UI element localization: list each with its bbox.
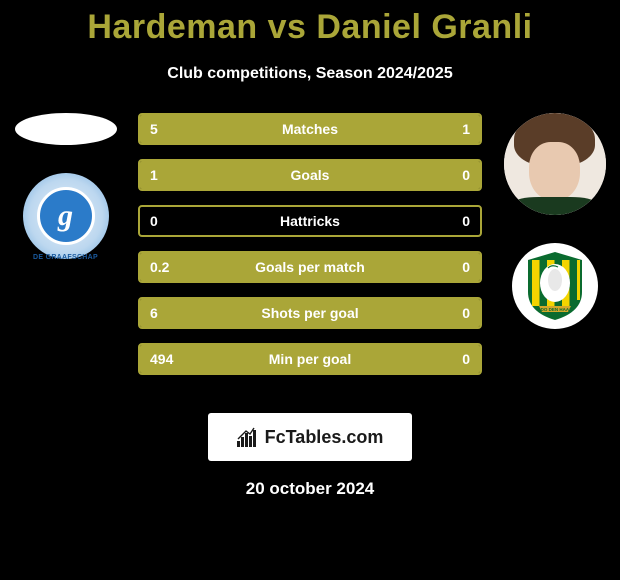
ado-shield-icon: ADO DEN HAAG — [524, 250, 586, 322]
stat-right-value: 1 — [462, 121, 470, 137]
stat-row: 5 Matches 1 — [138, 113, 482, 145]
right-club-logo: ADO DEN HAAG — [512, 243, 598, 329]
content-area: g DE GRAAFSCHAP — [0, 113, 620, 393]
svg-text:ADO DEN HAAG: ADO DEN HAAG — [537, 307, 573, 312]
date-text: 20 october 2024 — [0, 479, 620, 499]
stat-label: Shots per goal — [261, 305, 358, 321]
stat-left-value: 5 — [150, 121, 158, 137]
fctables-icon — [237, 427, 259, 447]
stat-label: Hattricks — [280, 213, 340, 229]
stat-left-value: 0.2 — [150, 259, 169, 275]
comparison-page: Hardeman vs Daniel Granli Club competiti… — [0, 0, 620, 580]
footer-brand-text: FcTables.com — [265, 427, 384, 448]
stat-fill-right — [422, 115, 480, 143]
stat-label: Goals per match — [255, 259, 365, 275]
stat-left-value: 494 — [150, 351, 173, 367]
stat-row: 494 Min per goal 0 — [138, 343, 482, 375]
stat-label: Min per goal — [269, 351, 351, 367]
graafschap-letter: g — [37, 187, 95, 245]
stat-right-value: 0 — [462, 167, 470, 183]
stat-right-value: 0 — [462, 213, 470, 229]
stat-label: Matches — [282, 121, 338, 137]
stat-right-value: 0 — [462, 351, 470, 367]
stat-left-value: 1 — [150, 167, 158, 183]
page-title: Hardeman vs Daniel Granli — [0, 0, 620, 47]
stat-row: 0 Hattricks 0 — [138, 205, 482, 237]
subtitle: Club competitions, Season 2024/2025 — [0, 65, 620, 83]
footer-brand[interactable]: FcTables.com — [208, 413, 412, 461]
left-player-column: g DE GRAAFSCHAP — [8, 113, 123, 259]
stat-right-value: 0 — [462, 305, 470, 321]
stat-left-value: 6 — [150, 305, 158, 321]
stat-left-value: 0 — [150, 213, 158, 229]
left-player-photo — [15, 113, 117, 145]
left-club-logo: g DE GRAAFSCHAP — [23, 173, 109, 259]
stat-row: 0.2 Goals per match 0 — [138, 251, 482, 283]
stat-row: 1 Goals 0 — [138, 159, 482, 191]
graafschap-name: DE GRAAFSCHAP — [33, 254, 98, 261]
right-player-column: ADO DEN HAAG — [497, 113, 612, 329]
stat-right-value: 0 — [462, 259, 470, 275]
player-face-placeholder — [504, 113, 606, 215]
stat-label: Goals — [291, 167, 330, 183]
stats-container: 5 Matches 1 1 Goals 0 0 Hattricks 0 0.2 Goals per … — [138, 113, 482, 375]
stat-row: 6 Shots per goal 0 — [138, 297, 482, 329]
right-player-photo — [504, 113, 606, 215]
